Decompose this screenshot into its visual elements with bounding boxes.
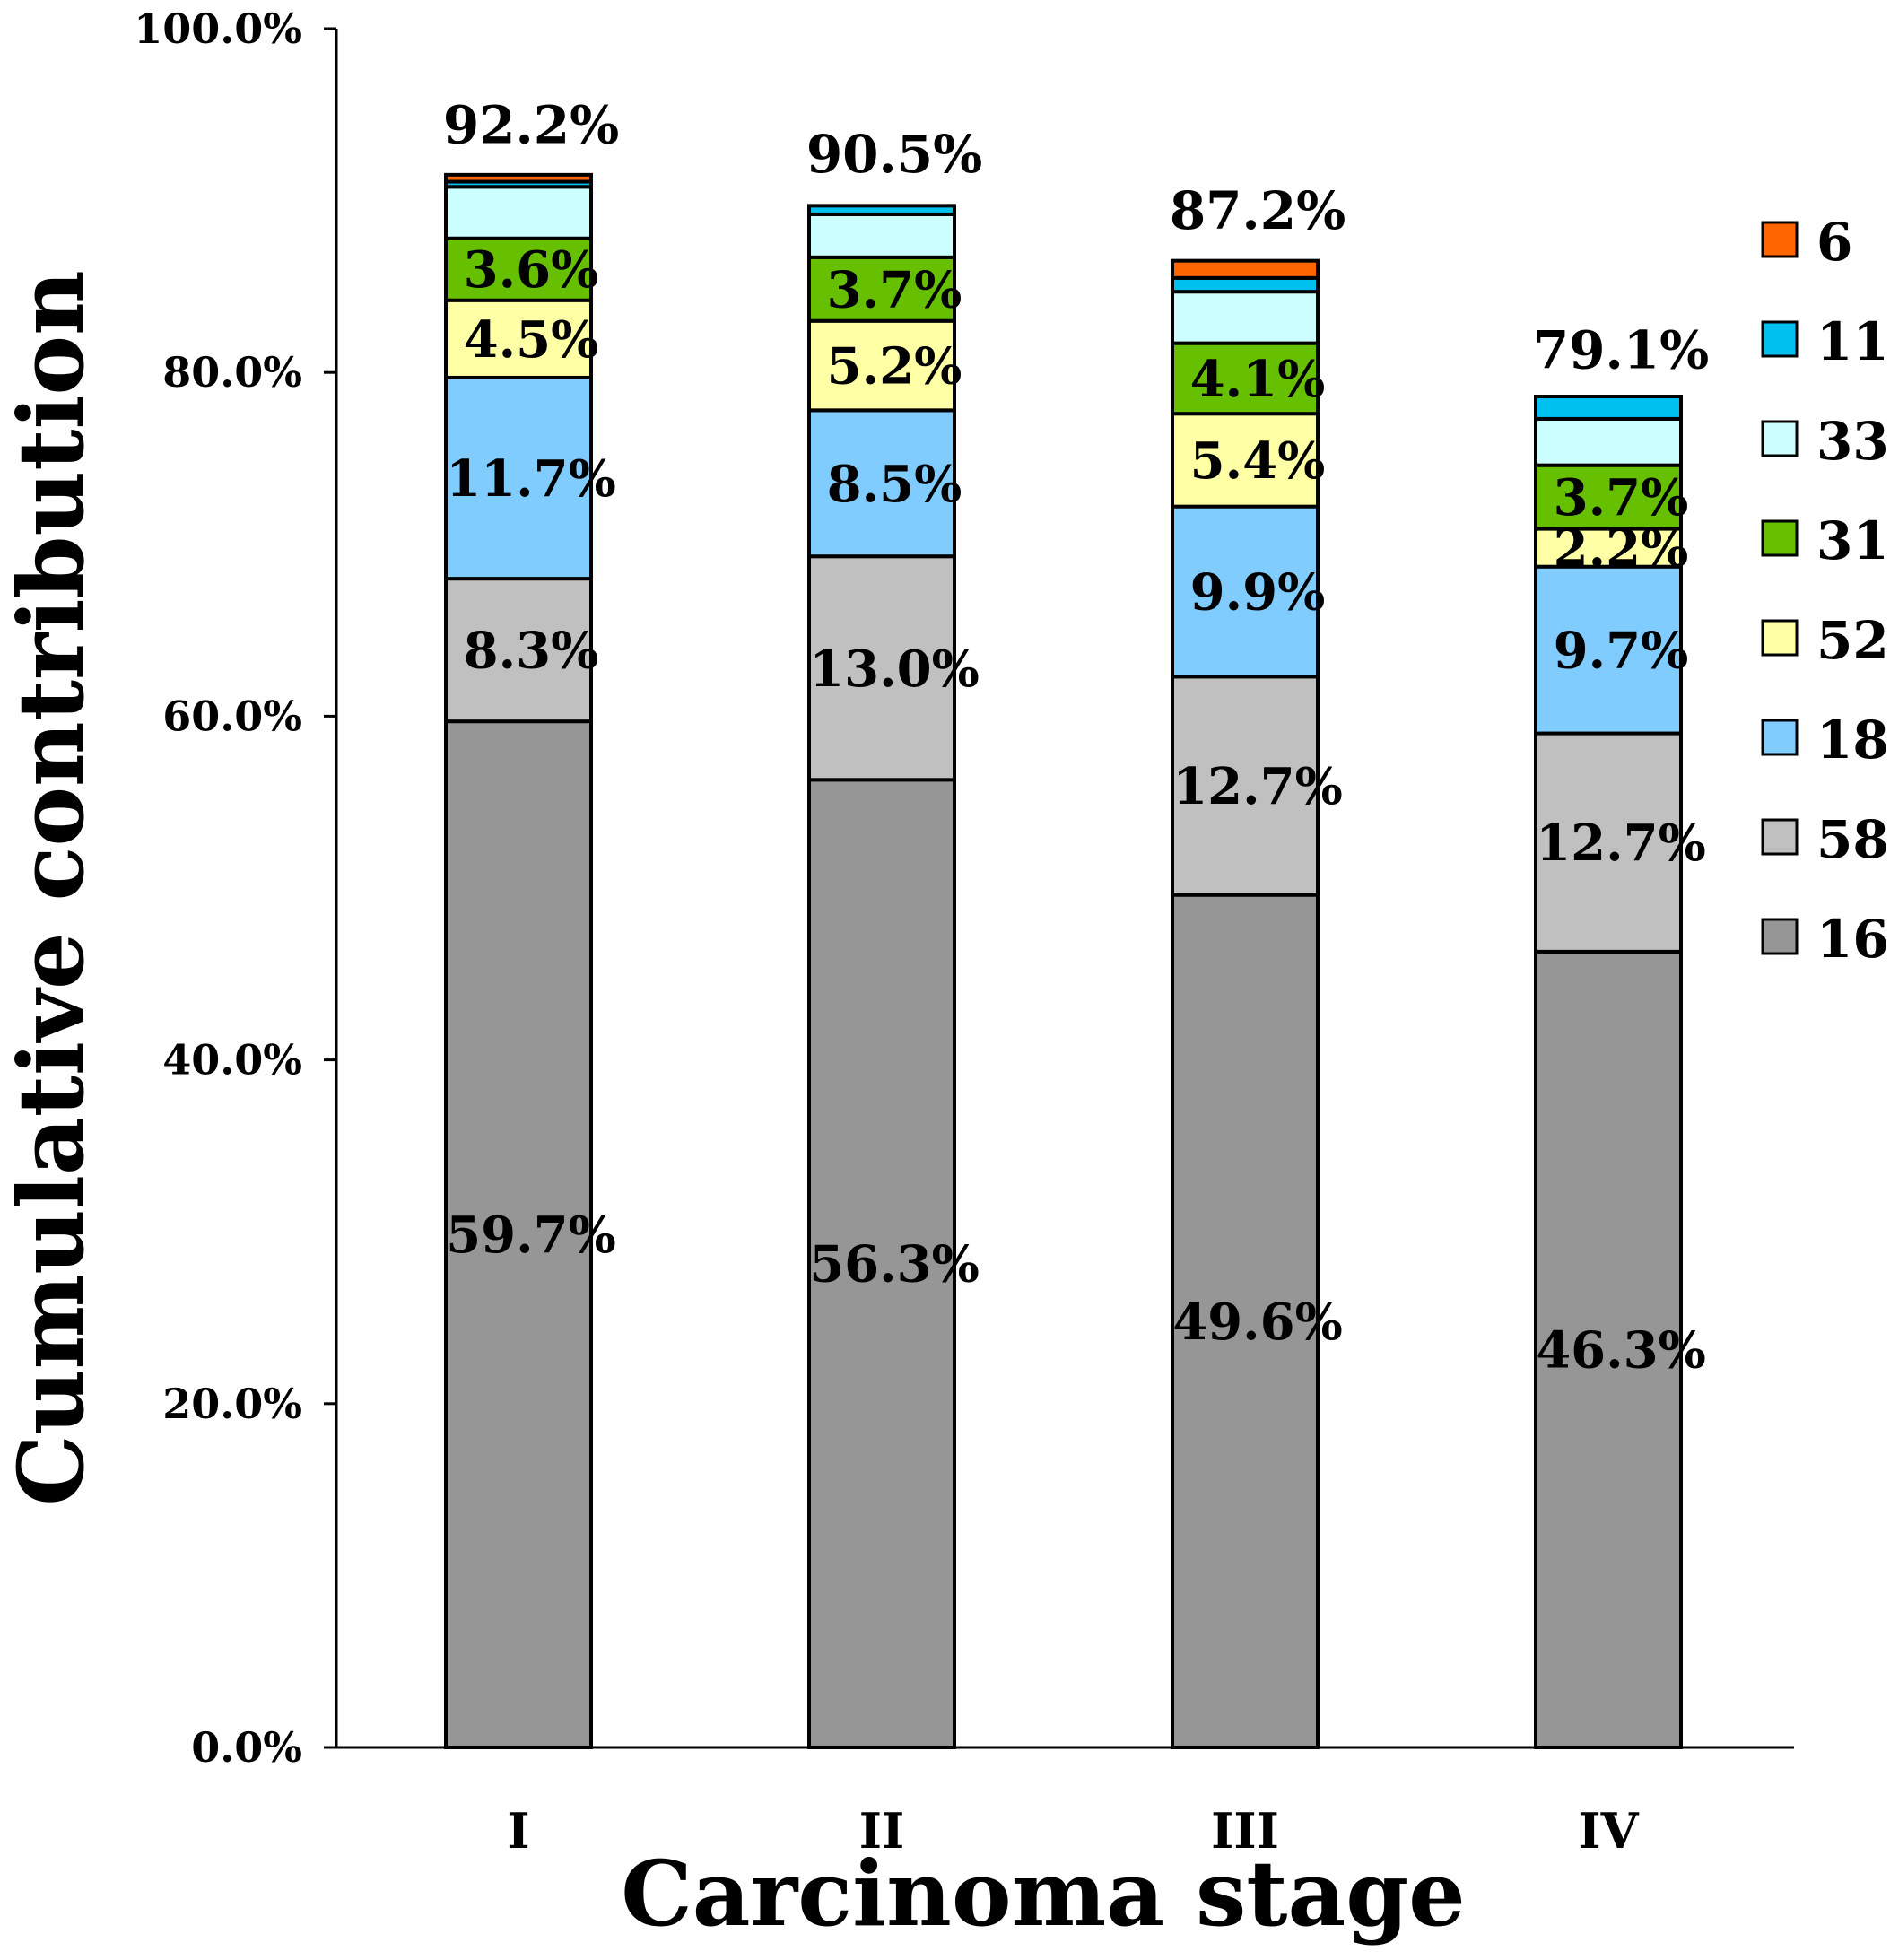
segment-label-16: 49.6% — [1172, 1293, 1343, 1352]
bar-segment-16 — [807, 778, 956, 1749]
bar-segment-11 — [807, 204, 956, 216]
bar-segment-31 — [444, 236, 593, 302]
x-tick-label: III — [1211, 1802, 1279, 1860]
legend-label-18: 18 — [1816, 710, 1889, 771]
bar-segment-18 — [444, 375, 593, 581]
legend-swatch-16 — [1761, 918, 1799, 955]
bar-segment-16 — [1171, 893, 1320, 1749]
segment-label-16: 59.7% — [446, 1206, 616, 1265]
bar-segment-33 — [1171, 290, 1320, 345]
y-tick-label: 0.0% — [191, 1723, 302, 1772]
bar-segment-31 — [1171, 341, 1320, 416]
bar-segment-52 — [1534, 527, 1683, 569]
legend: 6 11 33 31 52 18 58 16 — [1761, 212, 1889, 970]
segment-label-52: 5.4% — [1190, 431, 1326, 491]
bar-segment-58 — [1534, 731, 1683, 954]
bar-segment-58 — [807, 554, 956, 782]
segment-label-18: 8.5% — [827, 455, 962, 514]
segment-label-18: 9.7% — [1554, 622, 1689, 681]
bar-segment-6 — [1171, 258, 1320, 280]
total-label: 90.5% — [806, 124, 982, 185]
bar-segment-52 — [807, 318, 956, 413]
y-tick-label: 60.0% — [162, 692, 302, 740]
segment-label-52: 5.2% — [827, 337, 962, 396]
legend-swatch-6 — [1761, 221, 1799, 258]
bar-segment-58 — [444, 577, 593, 724]
bar-segment-6 — [444, 172, 593, 184]
bar-segment-16 — [1534, 949, 1683, 1749]
bar-segment-31 — [1534, 463, 1683, 531]
y-tick-label: 40.0% — [162, 1036, 302, 1085]
x-tick-label: II — [859, 1802, 905, 1860]
bar-segment-11 — [1171, 275, 1320, 294]
x-axis-title: Carcinoma stage — [621, 1841, 1466, 1947]
segment-labels: 59.7% 8.3% 11.7% 4.5% 3.6% 56.3% 13.0% 8.5% 5.2%… — [446, 240, 1706, 1380]
legend-swatch-33 — [1761, 420, 1799, 457]
segment-label-58: 8.3% — [464, 622, 599, 681]
bar-segment-11 — [1534, 395, 1683, 421]
segment-label-31: 3.6% — [464, 240, 599, 300]
total-labels: 92.2% 90.5% 87.2% 79.1% — [443, 94, 1709, 380]
total-label: 87.2% — [1170, 180, 1346, 241]
segment-label-16: 56.3% — [809, 1235, 980, 1294]
legend-swatch-31 — [1761, 519, 1799, 557]
segment-label-52: 4.5% — [464, 310, 599, 370]
legend-label-52: 52 — [1816, 610, 1889, 671]
y-tick-label: 20.0% — [162, 1380, 302, 1428]
bar-segment-33 — [807, 212, 956, 259]
bar-segment-33 — [444, 185, 593, 240]
legend-swatch-52 — [1761, 619, 1799, 657]
legend-label-33: 33 — [1816, 411, 1889, 472]
legend-label-16: 16 — [1816, 909, 1889, 970]
legend-swatch-18 — [1761, 719, 1799, 756]
y-ticks: 0.0% 20.0% 40.0% 60.0% 80.0% 100.0% — [134, 4, 336, 1772]
y-tick-label: 80.0% — [162, 348, 302, 396]
legend-label-11: 11 — [1816, 311, 1889, 372]
bars — [444, 172, 1683, 1750]
segment-label-16: 46.3% — [1536, 1320, 1706, 1380]
bar-segment-18 — [807, 408, 956, 559]
y-axis-title: Cumulative contribution — [0, 270, 104, 1506]
bar-segment-18 — [1171, 504, 1320, 679]
segment-label-31: 3.7% — [827, 260, 962, 319]
segment-label-18: 9.9% — [1190, 562, 1326, 622]
segment-label-18: 11.7% — [446, 449, 616, 509]
bar-segment-31 — [807, 255, 956, 323]
bar-segment-33 — [1534, 416, 1683, 467]
bar-segment-52 — [1171, 412, 1320, 509]
segment-label-31: 3.7% — [1554, 468, 1689, 527]
bar-segment-58 — [1171, 675, 1320, 897]
legend-swatch-58 — [1761, 818, 1799, 856]
total-label: 92.2% — [443, 94, 619, 155]
legend-label-58: 58 — [1816, 809, 1889, 870]
bar-segment-16 — [444, 719, 593, 1750]
y-tick-label: 100.0% — [134, 4, 302, 53]
legend-label-31: 31 — [1816, 510, 1889, 571]
segment-label-31: 4.1% — [1190, 350, 1326, 409]
bar-segment-18 — [1534, 564, 1683, 736]
segment-label-52: 2.2% — [1554, 519, 1689, 579]
segment-label-58: 12.7% — [1536, 814, 1706, 873]
x-tick-label: IV — [1578, 1802, 1639, 1860]
x-tick-labels: I II III IV — [507, 1802, 1639, 1860]
legend-swatch-11 — [1761, 320, 1799, 358]
legend-label-6: 6 — [1816, 212, 1852, 273]
total-label: 79.1% — [1533, 319, 1709, 380]
segment-label-58: 13.0% — [809, 640, 980, 699]
x-tick-label: I — [507, 1802, 529, 1860]
segment-label-58: 12.7% — [1172, 757, 1343, 816]
